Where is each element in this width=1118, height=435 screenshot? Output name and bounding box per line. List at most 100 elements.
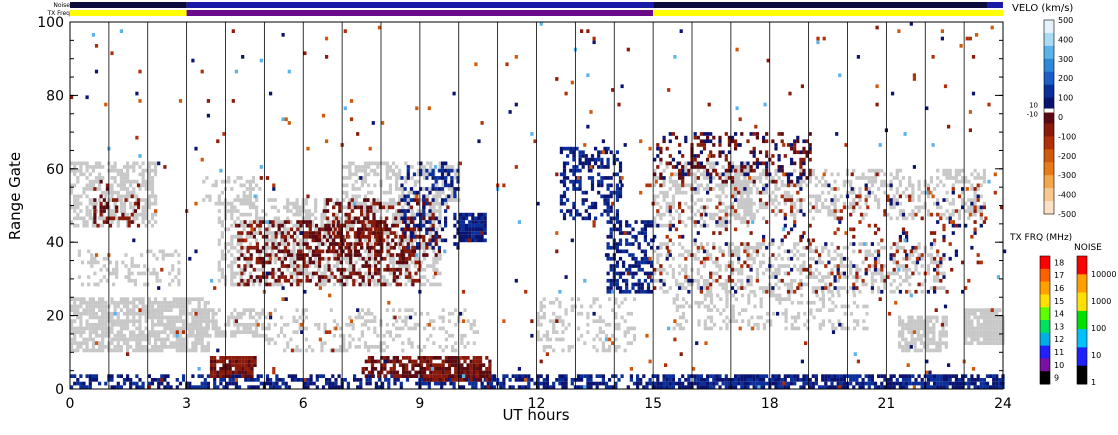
scatter-cell: [360, 183, 364, 188]
scatter-cell: [856, 319, 860, 323]
scatter-cell: [144, 311, 148, 316]
scatter-cell: [119, 374, 123, 378]
scatter-cell: [410, 326, 414, 331]
scatter-cell: [429, 234, 433, 239]
scatter-cell: [385, 330, 389, 334]
scatter-cell: [419, 165, 424, 169]
scatter-cell: [138, 311, 142, 316]
scatter-cell: [381, 385, 385, 389]
scatter-cell: [545, 330, 549, 334]
scatter-cell: [101, 322, 105, 327]
scatter-cell: [706, 315, 710, 320]
scatter-cell: [284, 385, 288, 389]
scatter-cell: [833, 256, 837, 261]
scatter-cell: [942, 374, 946, 378]
scatter-cell: [917, 381, 921, 386]
scatter-cell: [367, 326, 371, 331]
scatter-cell: [889, 205, 893, 210]
scatter-cell: [304, 216, 308, 221]
scatter-cell: [604, 322, 609, 327]
scatter-cell: [451, 187, 455, 191]
scatter-cell: [166, 304, 170, 309]
scatter-cell: [780, 264, 784, 268]
scatter-cell: [942, 378, 946, 382]
scatter-cell: [653, 374, 657, 378]
scatter-cell: [147, 205, 151, 210]
scatter-cell: [154, 341, 158, 345]
scatter-cell: [225, 356, 229, 360]
scatter-cell: [911, 374, 915, 378]
scatter-cell: [753, 293, 757, 298]
scatter-cell: [758, 176, 763, 180]
scatter-cell: [681, 297, 686, 301]
scatter-cell: [665, 205, 669, 210]
scatter-cell: [354, 179, 358, 184]
scatter-cell: [668, 179, 672, 184]
scatter-cell: [130, 278, 134, 283]
scatter-cell: [674, 187, 679, 191]
scatter-cell: [178, 297, 183, 301]
scatter-cell: [558, 319, 562, 323]
scatter-cell: [614, 297, 618, 301]
scatter-cell: [150, 179, 155, 184]
scatter-cell: [715, 264, 719, 268]
scatter-cell: [460, 378, 464, 382]
scatter-cell: [432, 201, 436, 206]
scatter-cell: [908, 212, 912, 217]
scatter-cell: [608, 348, 612, 353]
scatter-cell: [849, 179, 853, 184]
scatter-cell: [157, 300, 161, 305]
scatter-cell: [354, 165, 358, 169]
scatter-cell: [536, 381, 540, 386]
scatter-cell: [88, 212, 92, 217]
scatter-cell: [852, 374, 856, 378]
scatter-cell: [451, 378, 455, 382]
scatter-cell: [883, 282, 887, 287]
scatter-cell: [96, 260, 100, 265]
scatter-cell: [197, 297, 201, 301]
scatter-cell: [351, 326, 355, 331]
scatter-cell: [219, 370, 223, 375]
scatter-cell: [460, 367, 464, 371]
scatter-cell: [154, 212, 158, 217]
scatter-cell: [258, 253, 262, 257]
scatter-cell: [740, 267, 744, 272]
scatter-cell: [423, 370, 427, 375]
scatter-cell: [715, 374, 719, 378]
scatter-cell: [539, 315, 543, 320]
scatter-cell: [870, 378, 874, 382]
scatter-cell: [115, 264, 119, 268]
scatter-cell: [702, 168, 707, 173]
scatter-cell: [213, 385, 217, 389]
scatter-cell: [104, 345, 108, 349]
scatter-cell: [386, 370, 390, 375]
scatter-cell: [901, 216, 906, 221]
scatter-cell: [784, 319, 788, 323]
scatter-cell: [693, 176, 697, 180]
scatter-cell: [818, 194, 822, 199]
scatter-cell: [191, 374, 195, 378]
scatter-cell: [110, 209, 114, 213]
scatter-cell: [441, 363, 445, 367]
scatter-cell: [113, 345, 117, 349]
scatter-cell: [811, 271, 815, 276]
scatter-cell: [762, 378, 766, 382]
scatter-cell: [273, 220, 277, 224]
scatter-cell: [914, 378, 918, 382]
scatter-cell: [901, 209, 906, 213]
scatter-cell: [438, 161, 442, 166]
scatter-cell: [368, 378, 372, 382]
scatter-cell: [281, 378, 285, 382]
scatter-cell: [320, 238, 324, 243]
scatter-cell: [811, 374, 815, 378]
scatter-cell: [454, 374, 458, 378]
scatter-cell: [472, 319, 476, 323]
scatter-cell: [160, 337, 164, 342]
scatter-cell: [209, 367, 214, 371]
scatter-cell: [286, 216, 290, 221]
scatter-cell: [811, 275, 815, 279]
scatter-cell: [814, 275, 818, 279]
scatter-cell: [85, 212, 89, 217]
scatter-cell: [678, 187, 682, 191]
scatter-cell: [367, 311, 371, 316]
